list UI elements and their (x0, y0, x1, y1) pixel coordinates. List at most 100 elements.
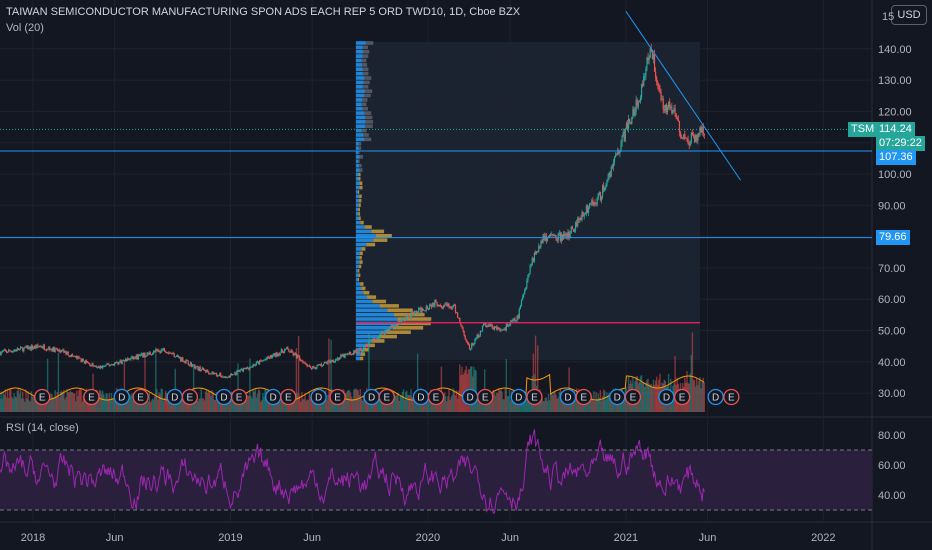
earnings-marker[interactable] (427, 388, 445, 406)
candle-body (684, 134, 686, 138)
candle-body (51, 348, 53, 352)
event-markers[interactable]: D D D D D D D D D D D D DE E E E E E E E E E E E E E E (34, 388, 740, 406)
rsi-legend[interactable]: RSI (14, close) (6, 422, 79, 434)
dividend-marker[interactable] (658, 388, 675, 406)
earnings-marker[interactable] (378, 388, 395, 406)
earnings-marker[interactable] (34, 388, 51, 406)
volume-bar (432, 400, 434, 412)
volume-bar (58, 396, 61, 412)
dividend-marker[interactable] (113, 388, 130, 406)
volume-bar (398, 400, 400, 412)
profile-bar-up (356, 93, 365, 98)
volume-bar (594, 401, 596, 412)
volume-bar (97, 398, 100, 412)
candle-body (112, 364, 115, 366)
volume-bar (657, 384, 659, 412)
candle-body (583, 213, 585, 217)
candle-body (157, 349, 159, 351)
candle-body (564, 233, 566, 237)
candle-body (676, 117, 678, 120)
candle-body (18, 348, 21, 351)
candle-body (155, 349, 157, 352)
volume-bar (214, 400, 216, 412)
volume-bar (512, 396, 514, 412)
profile-bar-down (358, 146, 362, 150)
earnings-marker[interactable] (329, 388, 346, 406)
volume-bar (62, 392, 64, 412)
earnings-marker[interactable] (181, 388, 199, 406)
candle-body (529, 265, 531, 274)
earnings-marker[interactable] (477, 388, 494, 406)
volume-bar (650, 384, 652, 412)
earnings-marker[interactable] (673, 388, 691, 406)
volume-bar (199, 398, 201, 412)
volume-bar (230, 391, 233, 412)
candle-body (683, 134, 685, 139)
volume-legend[interactable]: Vol (20) (6, 22, 44, 34)
volume-bar (553, 392, 555, 412)
horizontal-levels[interactable] (0, 10, 872, 324)
volume-bar (201, 398, 204, 412)
dividend-marker[interactable] (559, 388, 577, 406)
earnings-marker[interactable] (575, 388, 592, 406)
trendline[interactable] (625, 10, 741, 181)
candle-body (630, 122, 632, 124)
earnings-marker[interactable] (132, 388, 149, 406)
candle-body (3, 349, 5, 351)
profile-bar-up (356, 194, 360, 199)
candle-body (485, 323, 487, 327)
volume-bar (150, 400, 153, 412)
earnings-marker[interactable] (723, 388, 740, 406)
time-tick-label: 2018 (21, 532, 45, 544)
dividend-marker[interactable] (609, 388, 626, 406)
volume-bar (438, 398, 440, 412)
volume-bar (373, 399, 376, 412)
candle-body (570, 226, 572, 234)
volume-bar (489, 398, 491, 412)
dividend-marker[interactable] (310, 388, 327, 406)
candle-body (380, 332, 382, 336)
profile-bar-up (356, 54, 363, 58)
candle-body (494, 327, 497, 329)
candle-body (457, 312, 459, 318)
candle-body (363, 346, 366, 348)
profile-bar-up (356, 102, 362, 107)
candle-body (659, 88, 661, 92)
candle-body (137, 355, 140, 359)
candle-body (378, 337, 380, 339)
earnings-marker-label: E (334, 393, 341, 404)
candle-body (396, 323, 398, 327)
dividend-marker[interactable] (510, 388, 527, 406)
dividend-marker[interactable] (707, 388, 724, 406)
candle-body (635, 99, 637, 112)
volume-bar (63, 389, 65, 412)
candle-body (645, 68, 647, 76)
volume-bar (503, 399, 505, 412)
volume-bar (23, 398, 25, 412)
earnings-marker[interactable] (526, 388, 543, 406)
volume-bar (339, 399, 341, 412)
candle-body (445, 303, 447, 306)
candle-body (184, 360, 186, 363)
volume-bar (72, 393, 75, 412)
candle-body (691, 133, 694, 135)
candle-body (259, 360, 261, 364)
profile-bar-up (356, 299, 373, 304)
candle-body (486, 325, 488, 327)
currency-button[interactable]: 15 USD (882, 5, 927, 25)
candle-body (467, 342, 470, 345)
dividend-marker-label: D (515, 393, 522, 404)
profile-bar-up (356, 321, 398, 326)
candle-body (159, 351, 161, 353)
volume-bar (217, 398, 220, 412)
earnings-marker[interactable] (83, 388, 100, 406)
earnings-marker[interactable] (280, 388, 297, 406)
earnings-marker[interactable] (624, 388, 642, 406)
candle-body (624, 129, 626, 141)
volume-bar (359, 388, 361, 412)
volume-bar (0, 391, 2, 412)
earnings-marker[interactable] (230, 388, 248, 406)
volume-bar (82, 395, 85, 412)
profile-bar-up (356, 304, 380, 308)
